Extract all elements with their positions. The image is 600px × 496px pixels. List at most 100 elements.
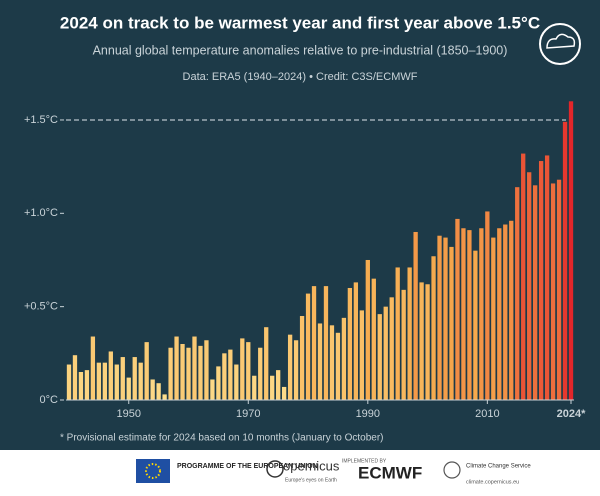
chart-subtitle: Annual global temperature anomalies rela… [93, 43, 508, 57]
bar [204, 340, 209, 400]
bar [323, 286, 329, 400]
y-tick-label: +1.0°C [24, 207, 58, 219]
bar [150, 379, 155, 400]
bar [383, 306, 388, 400]
bar [479, 228, 484, 400]
bar [66, 364, 72, 400]
bar [234, 364, 239, 400]
copernicus-label: opernicus [283, 458, 340, 473]
bar [174, 336, 179, 400]
x-tick-label: 1950 [117, 408, 141, 420]
bar [455, 218, 460, 400]
bar [186, 347, 191, 400]
bar [521, 153, 526, 400]
bar [168, 347, 173, 400]
bar [84, 370, 90, 400]
bar [126, 377, 131, 400]
bar [281, 386, 287, 400]
eu-flag [136, 459, 170, 483]
bar [473, 250, 478, 400]
bar [467, 230, 472, 400]
bar [497, 228, 502, 400]
bar [138, 362, 143, 400]
bar [389, 297, 394, 400]
bar [568, 101, 574, 401]
bar [246, 342, 251, 400]
bar [562, 121, 568, 400]
x-tick-label: 2010 [475, 408, 499, 420]
bar [515, 187, 520, 400]
chart-source: Data: ERA5 (1940–2024) • Credit: C3S/ECM… [183, 71, 418, 83]
bar [293, 340, 299, 400]
bar [270, 375, 275, 400]
ecmwf-label: ECMWF [358, 463, 422, 482]
copernicus-c [266, 460, 284, 478]
bar [210, 379, 215, 400]
bar [228, 349, 233, 400]
bar [407, 267, 412, 400]
bar [102, 362, 107, 400]
bar [198, 345, 203, 400]
bar [425, 284, 430, 400]
x-tick-label: 1990 [356, 408, 380, 420]
bar [509, 220, 514, 400]
x-tick-label: 1970 [236, 408, 260, 420]
x-tick-label: 2024* [557, 408, 586, 420]
bar [365, 259, 370, 400]
bar [264, 327, 269, 400]
bar [329, 325, 335, 400]
bar [90, 336, 96, 400]
bar [299, 315, 305, 400]
bar [258, 347, 263, 400]
bar [311, 286, 317, 400]
bar [431, 256, 436, 400]
bar [78, 371, 84, 400]
copernicus-tagline: Europe's eyes on Earth [285, 477, 337, 483]
bar [395, 267, 400, 400]
bar [443, 237, 448, 400]
bar [544, 155, 550, 400]
bar [108, 351, 113, 400]
bar [341, 317, 347, 400]
eu-label: PROGRAMME OF THE EUROPEAN UNION [177, 463, 318, 470]
bar [192, 336, 197, 400]
bar [461, 228, 466, 400]
bar [538, 161, 544, 400]
bar [96, 362, 102, 400]
bar [401, 289, 406, 400]
logo-icon [539, 23, 581, 65]
footer-band [0, 450, 600, 496]
bar [132, 357, 137, 400]
bar [413, 231, 418, 400]
bar [162, 394, 167, 400]
bar [144, 342, 149, 400]
bar [533, 185, 538, 400]
eu-stars [145, 463, 161, 479]
bar [377, 314, 382, 400]
bar [276, 370, 281, 400]
bar [419, 282, 424, 400]
bar [287, 334, 293, 400]
bar [222, 353, 227, 400]
bar [527, 172, 532, 400]
bar [359, 310, 364, 400]
c3s-icon [443, 461, 461, 479]
bar [120, 357, 125, 400]
bar [305, 293, 311, 400]
bar [556, 179, 562, 400]
bar [317, 323, 323, 400]
y-tick-label: 0°C [40, 394, 59, 406]
bar [371, 278, 376, 400]
y-tick-label: +0.5°C [24, 301, 58, 313]
bar [347, 287, 353, 400]
y-tick-label: +1.5°C [24, 114, 58, 126]
bar [550, 183, 556, 400]
bar [240, 338, 245, 400]
bar [335, 332, 341, 400]
bar [72, 355, 78, 400]
c3s-url: climate.copernicus.eu [466, 479, 519, 485]
bar [485, 211, 490, 400]
bar [252, 375, 257, 400]
chart-title: 2024 on track to be warmest year and fir… [60, 13, 540, 32]
